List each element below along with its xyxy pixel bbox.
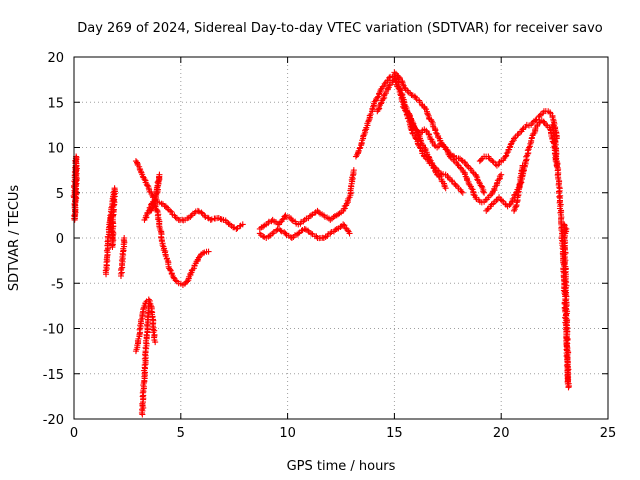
x-tick-label: 15 — [386, 426, 403, 441]
y-tick-label: -15 — [43, 368, 64, 383]
y-tick-label: 5 — [56, 187, 64, 202]
chart-title: Day 269 of 2024, Sidereal Day-to-day VTE… — [77, 21, 603, 36]
data-point — [453, 182, 459, 188]
x-tick-label: 20 — [493, 426, 510, 441]
x-axis-label: GPS time / hours — [287, 459, 396, 474]
x-tick-label: 0 — [70, 426, 78, 441]
data-point — [118, 266, 124, 272]
data-point — [366, 117, 372, 123]
y-tick-label: 10 — [47, 142, 64, 157]
data-points — [71, 69, 572, 417]
y-tick-label: 15 — [47, 96, 64, 111]
y-tick-label: -5 — [51, 277, 64, 292]
data-point — [478, 157, 484, 163]
x-tick-label: 10 — [279, 426, 296, 441]
y-tick-label: -10 — [43, 323, 64, 338]
y-axis-label: SDTVAR / TECUs — [7, 185, 22, 292]
axis-ticks: 0 5 10 15 20 25 -20 -15 -10 -5 0 5 10 15 20 — [43, 51, 617, 441]
data-point — [556, 194, 562, 200]
y-tick-label: 0 — [56, 232, 64, 247]
data-point — [499, 198, 505, 204]
sdtvar-scatter-chart: Day 269 of 2024, Sidereal Day-to-day VTE… — [0, 0, 640, 480]
x-tick-label: 25 — [600, 426, 617, 441]
data-point — [454, 161, 460, 167]
y-tick-label: 20 — [47, 51, 64, 66]
y-tick-label: -20 — [43, 413, 64, 428]
x-tick-label: 5 — [177, 426, 185, 441]
grid-lines — [74, 57, 608, 419]
